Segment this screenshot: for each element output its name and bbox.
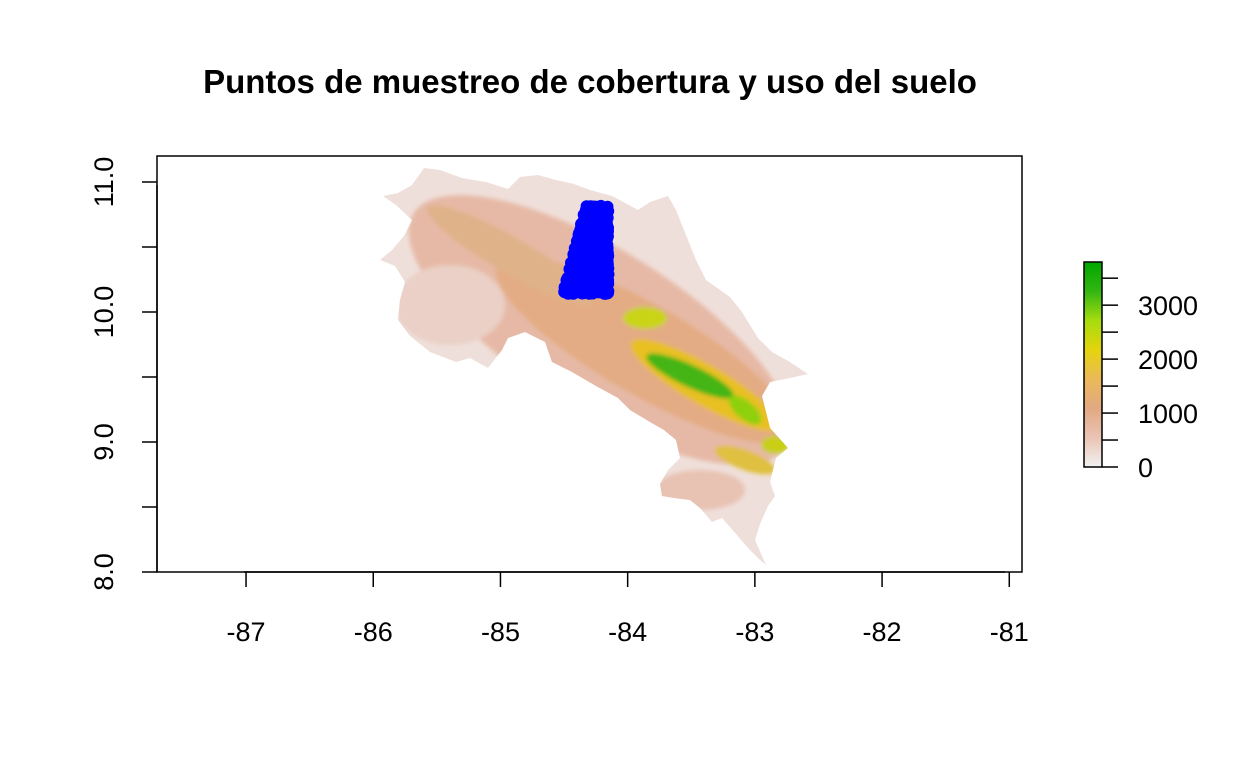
sample-point <box>586 255 599 268</box>
sample-point <box>575 236 588 249</box>
chart-title: Puntos de muestreo de cobertura y uso de… <box>203 63 977 100</box>
legend-tick-label: 1000 <box>1138 399 1198 429</box>
sample-point <box>600 217 613 230</box>
x-tick-label: -82 <box>863 617 902 647</box>
elev-caribbean-edge <box>761 436 789 454</box>
elevation-legend: 0 1000 2000 3000 <box>1083 261 1198 483</box>
sample-point <box>594 283 607 296</box>
elev-south-ridge <box>714 445 776 475</box>
sample-point <box>592 201 605 214</box>
x-axis: -87 -86 -85 -84 -83 -82 -81 <box>227 571 1029 647</box>
legend-tick-label: 3000 <box>1138 291 1198 321</box>
elev-talamanca-peak <box>646 353 734 399</box>
y-tick-label: 8.0 <box>89 553 119 591</box>
sample-point <box>590 271 603 284</box>
elev-talamanca-east <box>728 395 762 425</box>
elevation-raster <box>380 168 808 565</box>
sample-point <box>573 255 586 268</box>
sample-point <box>583 279 596 292</box>
sampling-points <box>558 199 615 300</box>
sample-point <box>600 266 613 279</box>
elev-central-peak <box>623 307 667 329</box>
x-tick-label: -81 <box>990 617 1029 647</box>
y-tick-label: 11.0 <box>89 157 119 208</box>
x-tick-label: -85 <box>481 617 520 647</box>
y-tick-label: 10.0 <box>89 286 119 339</box>
elev-south-hills <box>655 470 745 510</box>
x-tick-label: -87 <box>227 617 266 647</box>
sample-point <box>588 222 601 235</box>
elev-pacific-hills <box>395 265 505 345</box>
legend-color-bar <box>1083 261 1103 468</box>
sample-point <box>562 285 575 298</box>
x-tick-label: -83 <box>735 617 774 647</box>
sample-point <box>591 243 604 256</box>
legend-ticks: 0 1000 2000 3000 <box>1102 277 1198 483</box>
x-tick-label: -86 <box>354 617 393 647</box>
y-tick-label: 9.0 <box>89 423 119 461</box>
sample-point <box>574 266 587 279</box>
elev-north-range <box>427 205 593 305</box>
y-axis: 8.0 9.0 10.0 11.0 <box>89 157 158 591</box>
sample-point <box>596 229 609 242</box>
sample-point <box>581 214 594 227</box>
x-tick-label: -84 <box>608 617 647 647</box>
legend-tick-label: 0 <box>1138 453 1153 483</box>
legend-tick-label: 2000 <box>1138 345 1198 375</box>
